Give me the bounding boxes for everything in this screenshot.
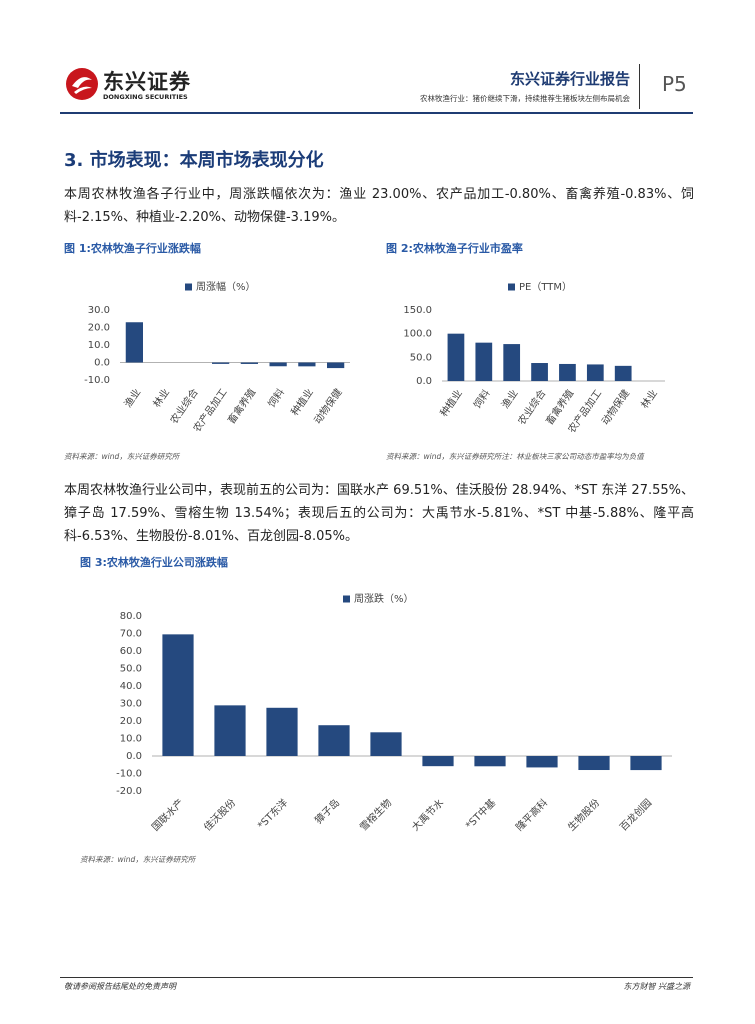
bar bbox=[125, 322, 143, 363]
bar bbox=[475, 342, 493, 381]
y-tick-label: 20.0 bbox=[120, 716, 142, 727]
bar bbox=[266, 707, 298, 756]
x-tick-label: 生物股份 bbox=[565, 796, 602, 833]
logo-cn: 东兴证券 bbox=[103, 70, 191, 94]
x-tick-label: 渔业 bbox=[499, 388, 520, 411]
x-tick-label: 种植业 bbox=[437, 387, 465, 419]
x-tick-label: 獐子岛 bbox=[312, 796, 342, 826]
figure-title: 图 1:农林牧渔子行业涨跌幅 bbox=[64, 242, 201, 255]
y-tick-label: 40.0 bbox=[120, 681, 142, 692]
x-tick-label: *ST东洋 bbox=[255, 796, 291, 832]
x-tick-label: 渔业 bbox=[122, 387, 143, 410]
y-tick-label: 70.0 bbox=[120, 629, 142, 640]
y-tick-label: -10.0 bbox=[116, 769, 142, 780]
bar bbox=[586, 364, 604, 381]
bar bbox=[298, 362, 316, 367]
y-tick-label: -10.0 bbox=[84, 375, 110, 386]
x-tick-label: 饲料 bbox=[265, 386, 287, 410]
x-tick-label: *ST中基 bbox=[463, 796, 499, 832]
report-type: 东兴证券行业报告 bbox=[509, 70, 630, 88]
x-tick-label: 国联水产 bbox=[149, 796, 186, 833]
y-tick-label: -20.0 bbox=[116, 786, 142, 797]
bar bbox=[212, 362, 230, 364]
logo-en: DONGXING SECURITIES bbox=[103, 93, 188, 101]
y-tick-label: 30.0 bbox=[120, 699, 142, 710]
y-tick-label: 100.0 bbox=[403, 329, 432, 340]
y-tick-label: 0.0 bbox=[94, 358, 110, 369]
report-subtitle: 农林牧渔行业：猪价继续下滑，持续推荐生猪板块左侧布局机会 bbox=[420, 94, 630, 103]
x-tick-label: 雪榕生物 bbox=[357, 796, 394, 833]
footer-right: 东方财智 兴盛之源 bbox=[623, 982, 690, 991]
page-number: P5 bbox=[662, 72, 687, 96]
paragraph: 本周农林牧渔各子行业中，周涨跌幅依次为：渔业 23.00%、农产品加工-0.80… bbox=[64, 187, 694, 225]
x-tick-label: 农业综合 bbox=[167, 386, 201, 426]
x-tick-label: 种植业 bbox=[288, 386, 316, 418]
legend-swatch bbox=[185, 283, 192, 291]
legend-swatch bbox=[343, 595, 350, 603]
paragraph: 本周农林牧渔行业公司中，表现前五的公司为：国联水产 69.51%、佳沃股份 28… bbox=[64, 483, 694, 544]
figure-title: 图 3:农林牧渔行业公司涨跌幅 bbox=[80, 556, 228, 569]
header-rule bbox=[60, 112, 693, 114]
bar bbox=[214, 705, 246, 756]
bar bbox=[422, 756, 454, 767]
x-tick-label: 林业 bbox=[150, 386, 172, 410]
bar bbox=[559, 363, 576, 381]
y-tick-label: 0.0 bbox=[416, 376, 432, 387]
x-tick-label: 饲料 bbox=[471, 387, 493, 411]
legend-label: 周涨跌（%） bbox=[354, 592, 414, 605]
bar bbox=[531, 363, 548, 381]
header-divider bbox=[639, 64, 640, 109]
legend-label: 周涨幅（%） bbox=[196, 280, 256, 293]
footer-left: 敬请参阅报告结尾处的免责声明 bbox=[64, 982, 176, 991]
figure-source: 资料来源：wind，东兴证券研究所 bbox=[80, 855, 196, 864]
bar bbox=[474, 756, 506, 767]
y-tick-label: 150.0 bbox=[403, 305, 432, 316]
y-tick-label: 30.0 bbox=[88, 305, 110, 316]
legend-label: PE（TTM） bbox=[519, 281, 572, 293]
y-tick-label: 0.0 bbox=[126, 751, 142, 762]
x-tick-label: 林业 bbox=[638, 387, 660, 411]
logo-icon bbox=[66, 68, 98, 100]
y-tick-label: 20.0 bbox=[88, 323, 110, 334]
x-tick-label: 隆平高科 bbox=[513, 796, 550, 833]
bar bbox=[370, 732, 402, 756]
x-tick-label: 动物保健 bbox=[311, 386, 345, 426]
bar bbox=[630, 756, 662, 771]
legend-swatch bbox=[508, 283, 515, 291]
bar bbox=[240, 362, 258, 364]
bar bbox=[269, 362, 287, 367]
bar bbox=[162, 634, 194, 756]
bar bbox=[614, 365, 632, 381]
y-tick-label: 10.0 bbox=[88, 340, 110, 351]
bar bbox=[327, 362, 345, 369]
x-tick-label: 佳沃股份 bbox=[201, 796, 238, 833]
y-tick-label: 10.0 bbox=[120, 734, 142, 745]
y-tick-label: 50.0 bbox=[120, 664, 142, 675]
section-title: 3. 市场表现：本周市场表现分化 bbox=[64, 150, 324, 171]
figure-source: 资料来源：wind，东兴证券研究所注：林业板块三家公司动态市盈率均为负值 bbox=[386, 452, 644, 461]
y-tick-label: 50.0 bbox=[410, 352, 432, 363]
x-tick-label: 动物保健 bbox=[599, 387, 633, 427]
x-tick-label: 大禹节水 bbox=[409, 796, 446, 833]
bar bbox=[503, 344, 521, 381]
y-tick-label: 60.0 bbox=[120, 646, 142, 657]
figure-source: 资料来源：wind，东兴证券研究所 bbox=[64, 452, 180, 461]
bar bbox=[526, 756, 558, 768]
bar bbox=[447, 333, 465, 381]
bar bbox=[318, 725, 350, 756]
y-tick-label: 80.0 bbox=[120, 611, 142, 622]
x-tick-label: 畜禽养殖 bbox=[225, 386, 259, 426]
figure-title: 图 2:农林牧渔子行业市盈率 bbox=[386, 242, 523, 255]
x-tick-label: 百龙创园 bbox=[617, 796, 654, 833]
bar bbox=[578, 756, 610, 771]
footer-rule bbox=[60, 977, 693, 978]
